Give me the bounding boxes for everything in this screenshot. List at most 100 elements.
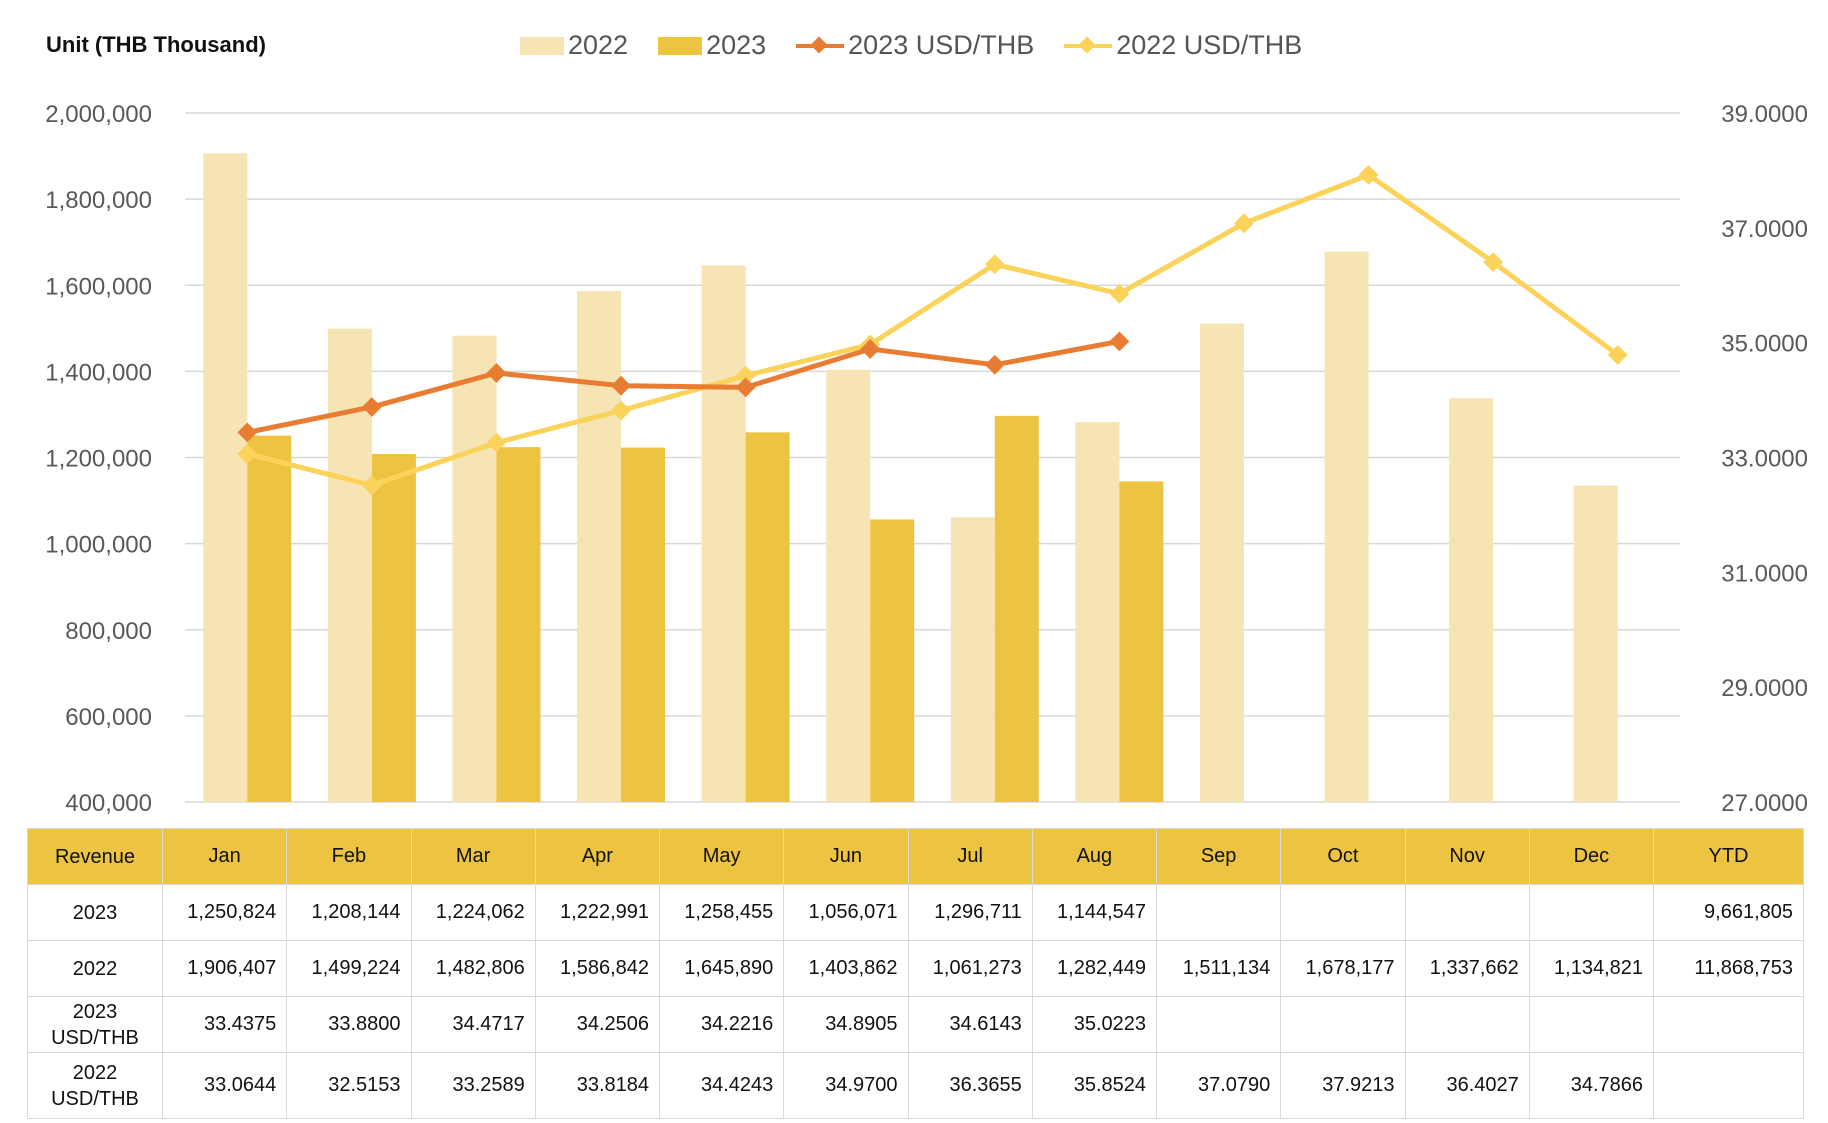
table-header-cell: Oct <box>1280 828 1406 885</box>
table-cell: 33.8184 <box>534 1052 661 1119</box>
table-cell: 9,661,805 <box>1653 884 1804 941</box>
bar-2022-Oct <box>1324 251 1369 802</box>
table-cell: 1,906,407 <box>161 940 288 997</box>
table-header-cell: Mar <box>410 828 536 885</box>
line-marker <box>860 339 881 359</box>
table-cell: 1,282,449 <box>1031 940 1158 997</box>
line-marker <box>984 254 1005 275</box>
table-header-cell: Feb <box>286 828 412 885</box>
table-row-label: 2022 USD/THB <box>27 1052 163 1119</box>
y-right-tick-label: 39.0000 <box>1721 101 1808 128</box>
table-cell <box>1528 996 1655 1053</box>
line-marker <box>1607 345 1628 365</box>
table-cell: 1,645,890 <box>658 940 785 997</box>
bar-2022-Jul <box>950 517 995 802</box>
table-cell: 1,134,821 <box>1528 940 1655 997</box>
y-right-tick-label: 35.0000 <box>1721 331 1808 358</box>
bar-2022-Aug <box>1075 421 1120 802</box>
legend-item-2023-usdthb: 2023 USD/THB <box>796 30 1034 61</box>
table-cell: 1,337,662 <box>1404 940 1530 997</box>
bar-2023-Feb <box>371 453 416 802</box>
table-cell: 36.4027 <box>1404 1052 1530 1119</box>
table-row: 2023 USD/THB 33.4375 33.8800 34.4717 34.2506 3… <box>27 996 1804 1053</box>
table-cell: 35.0223 <box>1031 996 1158 1053</box>
bar-2023-Aug <box>1119 481 1164 802</box>
legend-label-2022: 2022 <box>568 30 629 60</box>
table-cell: 35.8524 <box>1031 1052 1158 1119</box>
bar-2022-Apr <box>577 290 622 802</box>
table-cell: 1,499,224 <box>286 940 412 997</box>
line-marker <box>611 375 631 396</box>
legend-swatch-2022 <box>520 36 564 55</box>
table-cell: 1,586,842 <box>534 940 661 997</box>
table-row-label: 2023 <box>27 884 163 941</box>
table-header-cell: Dec <box>1528 828 1655 885</box>
table-cell <box>1280 996 1406 1053</box>
bar-2022-Jan <box>203 153 248 803</box>
y-left-tick-label: 2,000,000 <box>45 101 152 128</box>
table-cell: 1,511,134 <box>1155 940 1282 997</box>
table-header-row: Revenue Jan Feb Mar Apr May Jun Jul Aug Sep Oct Nov… <box>27 828 1804 885</box>
line-marker <box>1109 331 1130 352</box>
y-right-tick-label: 31.0000 <box>1721 560 1808 587</box>
table-row-label: 2023 USD/THB <box>27 996 163 1053</box>
table-row: 2022 USD/THB 33.0644 32.5153 33.2589 33.8184 3… <box>27 1052 1804 1119</box>
table-cell: 34.2506 <box>534 996 661 1053</box>
bar-2023-Mar <box>496 447 541 802</box>
table-cell <box>1404 884 1530 941</box>
table-row: 2022 1,906,407 1,499,224 1,482,806 1,586,842… <box>27 940 1804 997</box>
legend-item-2023: 2023 <box>658 30 766 61</box>
table-header-cell: Nov <box>1404 828 1530 885</box>
table-cell: 34.9700 <box>783 1052 909 1119</box>
table-cell: 37.0790 <box>1155 1052 1282 1119</box>
bar-2023-Jan <box>247 435 292 802</box>
table-cell <box>1528 884 1655 941</box>
table-header-cell: Revenue <box>27 828 163 885</box>
table-row: 2023 1,250,824 1,208,144 1,224,062 1,222,991… <box>27 884 1804 941</box>
bar-2022-Mar <box>452 335 497 802</box>
legend-swatch-2023 <box>658 36 703 55</box>
y-left-tick-label: 1,200,000 <box>45 446 152 473</box>
table-row-label: 2022 <box>27 940 163 997</box>
line-marker <box>735 377 756 398</box>
line-marker <box>237 443 258 464</box>
table-cell: 34.2216 <box>658 996 785 1053</box>
table-cell: 34.4243 <box>658 1052 785 1119</box>
line-marker <box>361 397 382 417</box>
table-cell: 1,250,824 <box>161 884 288 941</box>
table-cell <box>1653 996 1804 1053</box>
revenue-chart: 400,000 600,000 800,000 1,000,000 1,200,000 1… <box>45 101 1808 817</box>
revenue-table: Revenue Jan Feb Mar Apr May Jun Jul Aug Sep Oct Nov… <box>27 828 1804 1119</box>
bar-2023-Jul <box>994 415 1039 802</box>
line-marker <box>1109 283 1130 304</box>
line-marker <box>735 365 756 386</box>
bar-2022-Dec <box>1573 485 1618 802</box>
table-cell: 1,403,862 <box>783 940 909 997</box>
y-left-tick-label: 1,400,000 <box>45 359 152 386</box>
line-marker <box>237 422 258 443</box>
line-marker <box>361 475 382 496</box>
table-cell: 33.8800 <box>286 996 412 1053</box>
y-right-tick-label: 33.0000 <box>1721 446 1808 473</box>
table-cell: 1,208,144 <box>286 884 412 941</box>
table-cell <box>1653 1052 1804 1119</box>
line-marker <box>486 432 507 453</box>
line-marker <box>486 363 507 383</box>
table-cell: 1,678,177 <box>1280 940 1406 997</box>
chart-legend: 2022 2023 2023 USD/THB 2022 USD/THB <box>520 30 1332 61</box>
table-cell <box>1155 884 1282 941</box>
table-header-cell: YTD <box>1653 828 1804 885</box>
line-marker <box>984 354 1005 375</box>
legend-label-2022-usdthb: 2022 USD/THB <box>1116 30 1303 60</box>
y-left-tick-label: 600,000 <box>65 704 152 731</box>
legend-item-2022: 2022 <box>520 30 628 61</box>
line-2023-USD-THB <box>246 338 1120 435</box>
table-header-cell: Jun <box>783 828 909 885</box>
bar-2022-Nov <box>1449 398 1494 802</box>
table-cell <box>1404 996 1530 1053</box>
table-header-cell: Sep <box>1155 828 1282 885</box>
table-cell: 36.3655 <box>907 1052 1033 1119</box>
y-left-tick-label: 1,600,000 <box>45 273 152 300</box>
table-cell: 1,482,806 <box>410 940 536 997</box>
y-right-tick-label: 29.0000 <box>1721 675 1808 702</box>
